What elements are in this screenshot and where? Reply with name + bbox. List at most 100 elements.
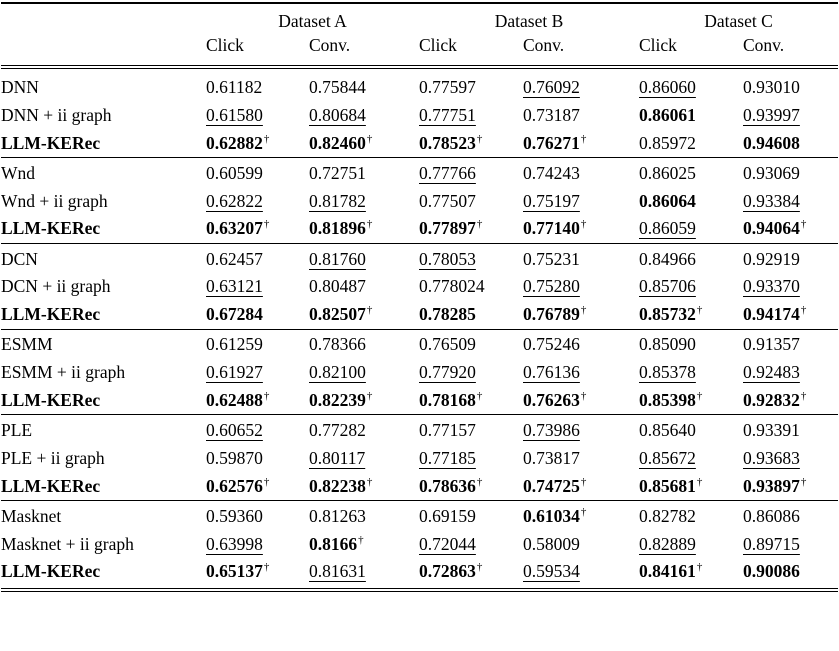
metric-cell: 0.92832† bbox=[743, 387, 838, 415]
metric-value: 0.81782 bbox=[309, 190, 366, 211]
dagger-significance-mark: † bbox=[800, 218, 807, 231]
metric-value: 0.62576 bbox=[206, 475, 263, 496]
metric-value: 0.86059 bbox=[639, 218, 696, 239]
results-table: Dataset A Dataset B Dataset C Click Conv… bbox=[1, 2, 838, 592]
metric-value: 0.75231 bbox=[523, 248, 580, 269]
metric-cell: 0.81760 bbox=[309, 242, 419, 274]
metric-value: 0.80684 bbox=[309, 104, 366, 125]
metric-value: 0.77507 bbox=[419, 190, 476, 211]
dagger-significance-mark: † bbox=[696, 304, 703, 317]
metric-value: 0.65137 bbox=[206, 561, 263, 582]
metric-cell: 0.76509 bbox=[419, 328, 523, 359]
metric-value: 0.76092 bbox=[523, 77, 580, 97]
dagger-significance-mark: † bbox=[366, 304, 373, 317]
dagger-significance-mark: † bbox=[263, 132, 270, 145]
metric-cell: 0.93897† bbox=[743, 472, 838, 500]
metric-value: 0.82782 bbox=[639, 505, 696, 526]
metric-value: 0.78636 bbox=[419, 475, 476, 496]
row-label: ESMM + ii graph bbox=[1, 362, 126, 383]
metric-value: 0.82460 bbox=[309, 132, 366, 153]
dagger-significance-mark: † bbox=[366, 218, 373, 231]
metric-cell: 0.74725† bbox=[523, 472, 639, 500]
metric-value: 0.82100 bbox=[309, 362, 366, 383]
metric-value: 0.77597 bbox=[419, 77, 476, 97]
table-row: ESMM 0.61259 0.78366 0.76509 0.75246 0.85090 0… bbox=[1, 328, 838, 359]
metric-cell: 0.75844 bbox=[309, 67, 419, 102]
metric-value: 0.78523 bbox=[419, 132, 476, 153]
dagger-significance-mark: † bbox=[800, 304, 807, 317]
click-column-header: Click bbox=[419, 35, 457, 55]
metric-value: 0.76509 bbox=[419, 334, 476, 355]
metric-cell: 0.94064† bbox=[743, 215, 838, 243]
dataset-header-row: Dataset A Dataset B Dataset C bbox=[1, 3, 838, 33]
metric-value: 0.85090 bbox=[639, 334, 696, 355]
metric-value: 0.94064 bbox=[743, 218, 800, 239]
row-label: LLM-KERec bbox=[1, 218, 101, 239]
metric-cell: 0.77766 bbox=[419, 157, 523, 188]
metric-value: 0.77751 bbox=[419, 104, 476, 125]
metric-cell: 0.85378 bbox=[639, 359, 743, 387]
row-label: PLE bbox=[1, 414, 206, 445]
metric-cell: 0.77157 bbox=[419, 414, 523, 445]
metric-value: 0.76136 bbox=[523, 362, 580, 383]
metric-cell: 0.78636† bbox=[419, 472, 523, 500]
metric-value: 0.85378 bbox=[639, 362, 696, 383]
metric-cell: 0.60652 bbox=[206, 414, 309, 445]
table-row: LLM-KERec 0.67284 0.82507† 0.78285 0.76789† 0… bbox=[1, 301, 838, 329]
dagger-significance-mark: † bbox=[263, 475, 270, 488]
metric-cell: 0.78168† bbox=[419, 387, 523, 415]
metric-cell: 0.86086 bbox=[743, 500, 838, 531]
metric-value: 0.86061 bbox=[639, 104, 696, 125]
metric-value: 0.73986 bbox=[523, 420, 580, 440]
metric-cell: 0.93010 bbox=[743, 67, 838, 102]
metric-value: 0.92919 bbox=[743, 248, 800, 269]
dagger-significance-mark: † bbox=[580, 389, 587, 402]
metric-value: 0.62822 bbox=[206, 190, 263, 211]
metric-value: 0.80117 bbox=[309, 447, 366, 468]
metric-cell: 0.65137† bbox=[206, 558, 309, 590]
metric-value: 0.63998 bbox=[206, 533, 263, 554]
metric-cell: 0.63207† bbox=[206, 215, 309, 243]
dataset-a-header: Dataset A bbox=[278, 11, 347, 31]
row-label: LLM-KERec bbox=[1, 389, 101, 410]
table-row: LLM-KERec 0.62882† 0.82460† 0.78523† 0.76271… bbox=[1, 129, 838, 157]
metric-value: 0.86025 bbox=[639, 162, 696, 183]
metric-value: 0.82239 bbox=[309, 389, 366, 410]
metric-cell: 0.76789† bbox=[523, 301, 639, 329]
metric-value: 0.59360 bbox=[206, 505, 263, 526]
metric-value: 0.77897 bbox=[419, 218, 476, 239]
metric-value: 0.74725 bbox=[523, 475, 580, 496]
metric-value: 0.75844 bbox=[309, 77, 366, 97]
metric-value: 0.8166 bbox=[309, 533, 358, 554]
metric-cell: 0.76136 bbox=[523, 359, 639, 387]
metric-value: 0.86060 bbox=[639, 77, 696, 97]
metric-value: 0.61580 bbox=[206, 104, 263, 125]
metric-value: 0.89715 bbox=[743, 533, 800, 554]
metric-cell: 0.78285 bbox=[419, 301, 523, 329]
metric-value: 0.78053 bbox=[419, 248, 476, 269]
metric-value: 0.72751 bbox=[309, 162, 366, 183]
metric-cell: 0.61182 bbox=[206, 67, 309, 102]
metric-value: 0.84161 bbox=[639, 561, 696, 582]
metric-value: 0.77185 bbox=[419, 447, 476, 468]
metric-cell: 0.67284 bbox=[206, 301, 309, 329]
row-label: DNN bbox=[1, 77, 39, 97]
metric-value: 0.82889 bbox=[639, 533, 696, 554]
row-label: PLE + ii graph bbox=[1, 447, 105, 468]
metric-cell: 0.85706 bbox=[639, 273, 743, 301]
metric-value: 0.72863 bbox=[419, 561, 476, 582]
metric-cell: 0.84966 bbox=[639, 242, 743, 274]
metric-cell: 0.62488† bbox=[206, 387, 309, 415]
metric-cell: 0.94174† bbox=[743, 301, 838, 329]
metric-value: 0.77920 bbox=[419, 362, 476, 383]
metric-cell: 0.77507 bbox=[419, 187, 523, 215]
metric-cell: 0.77897† bbox=[419, 215, 523, 243]
dagger-significance-mark: † bbox=[580, 132, 587, 145]
metric-value: 0.62457 bbox=[206, 248, 263, 269]
row-label: DCN bbox=[1, 242, 206, 274]
metric-value: 0.81760 bbox=[309, 248, 366, 269]
metric-cell: 0.77185 bbox=[419, 445, 523, 473]
row-label: LLM-KERec bbox=[1, 561, 101, 582]
metric-value: 0.92832 bbox=[743, 389, 800, 410]
metric-value: 0.61927 bbox=[206, 362, 263, 383]
